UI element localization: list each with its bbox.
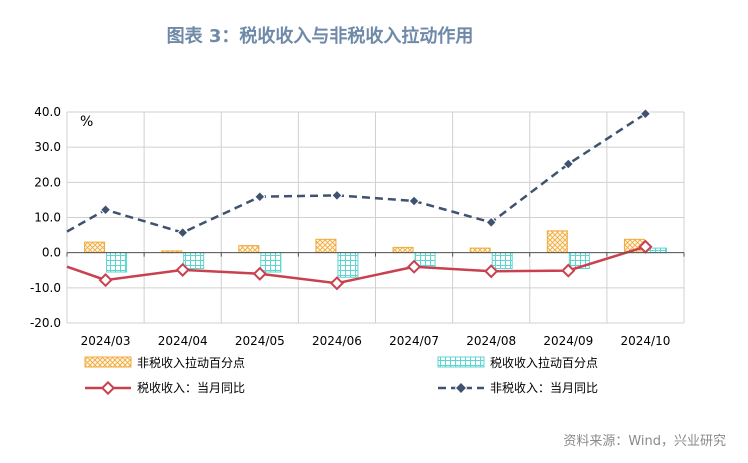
- tax-yoy-point: [98, 273, 113, 288]
- y-tick-label: 30.0: [34, 140, 61, 154]
- nontax-yoy-point: [562, 158, 574, 170]
- nontax-yoy-point: [639, 108, 652, 120]
- chart-title: 图表 3：税收收入与非税收入拉动作用: [166, 26, 474, 47]
- y-tick-label: 20.0: [34, 175, 61, 189]
- legend-nontax-pull: 非税收入拉动百分点: [84, 355, 245, 370]
- x-tick-label: 2024/07: [389, 334, 439, 348]
- x-tick-label: 2024/10: [621, 334, 671, 348]
- tax-yoy-point: [484, 264, 499, 279]
- legend-label: 税收收入拉动百分点: [490, 355, 598, 370]
- y-tick-label: 0.0: [42, 246, 61, 260]
- x-tick-label: 2024/08: [466, 334, 516, 348]
- nontax-pull-bar: [315, 238, 337, 254]
- lines: [66, 108, 653, 291]
- legend-label: 非税收入：当月同比: [490, 381, 598, 395]
- x-tick-label: 2024/09: [543, 334, 593, 348]
- nontax-yoy-point: [485, 216, 497, 229]
- legend-tax-yoy: 税收收入：当月同比: [85, 380, 245, 396]
- bars: [84, 230, 667, 278]
- legend-marker: [100, 380, 116, 396]
- legend-nontax-yoy: 非税收入：当月同比: [438, 381, 598, 395]
- legend-marker: [454, 381, 468, 395]
- source-note: 资料来源：Wind，兴业研究: [563, 434, 726, 449]
- x-tick-label: 2024/05: [235, 334, 285, 348]
- tax-yoy-point: [329, 276, 345, 291]
- nontax-yoy-point: [331, 189, 343, 202]
- nontax-yoy-point: [99, 204, 112, 216]
- tax-yoy-point: [175, 262, 190, 277]
- nontax-yoy-point: [177, 226, 189, 239]
- legend-tax-pull: 税收收入拉动百分点: [437, 355, 598, 370]
- tax-pull-bar: [106, 252, 128, 273]
- nontax-yoy-point: [408, 195, 420, 207]
- axes: -20.0 -10.0 0.0 10.0 20.0 30.0 40.0 2024/03 2024…: [30, 105, 685, 348]
- x-tick-label: 2024/03: [81, 334, 131, 348]
- legend-label: 非税收入拉动百分点: [137, 355, 245, 370]
- legend-swatch: [437, 356, 485, 368]
- grid-lines: [66, 111, 685, 324]
- y-tick-label: 40.0: [34, 105, 61, 119]
- nontax-pull-bar: [546, 230, 568, 254]
- nontax-yoy-point: [254, 191, 266, 203]
- legend-label: 税收收入：当月同比: [137, 381, 245, 395]
- tax-pull-bar: [183, 252, 205, 269]
- tax-yoy-point: [638, 239, 653, 254]
- tax-yoy-point: [561, 263, 576, 278]
- y-tick-label: -20.0: [30, 316, 61, 330]
- tax-yoy-point: [252, 266, 267, 281]
- unit-label: %: [80, 114, 93, 130]
- nontax-pull-bar: [84, 241, 106, 254]
- x-tick-label: 2024/06: [312, 334, 362, 348]
- x-tick-label: 2024/04: [158, 334, 208, 348]
- tax-yoy-point: [406, 259, 422, 274]
- tax-pull-bar: [260, 252, 282, 273]
- tax-pull-bar: [337, 252, 359, 278]
- y-tick-label: 10.0: [34, 211, 61, 225]
- nontax-pull-bar: [392, 246, 414, 254]
- nontax-pull-bar: [238, 245, 260, 254]
- y-tick-label: -10.0: [30, 281, 61, 295]
- tax-pull-bar: [491, 252, 513, 269]
- nontax-pull-bar: [469, 247, 491, 254]
- legend-swatch: [84, 356, 132, 368]
- nontax-yoy-line: [66, 112, 647, 234]
